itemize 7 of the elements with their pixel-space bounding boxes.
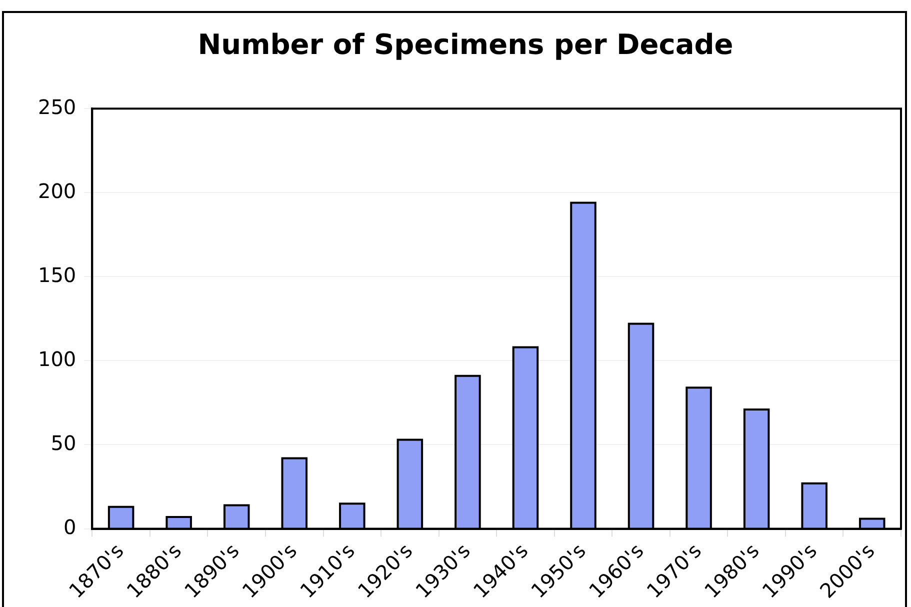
y-tick-label: 150	[38, 262, 76, 287]
y-tick-label: 0	[63, 514, 76, 539]
y-tick-label: 250	[38, 94, 76, 119]
chart-title: Number of Specimens per Decade	[198, 28, 734, 62]
y-tick-label: 50	[50, 430, 76, 455]
y-tick-label: 100	[38, 346, 76, 371]
y-tick-label: 200	[38, 178, 76, 203]
